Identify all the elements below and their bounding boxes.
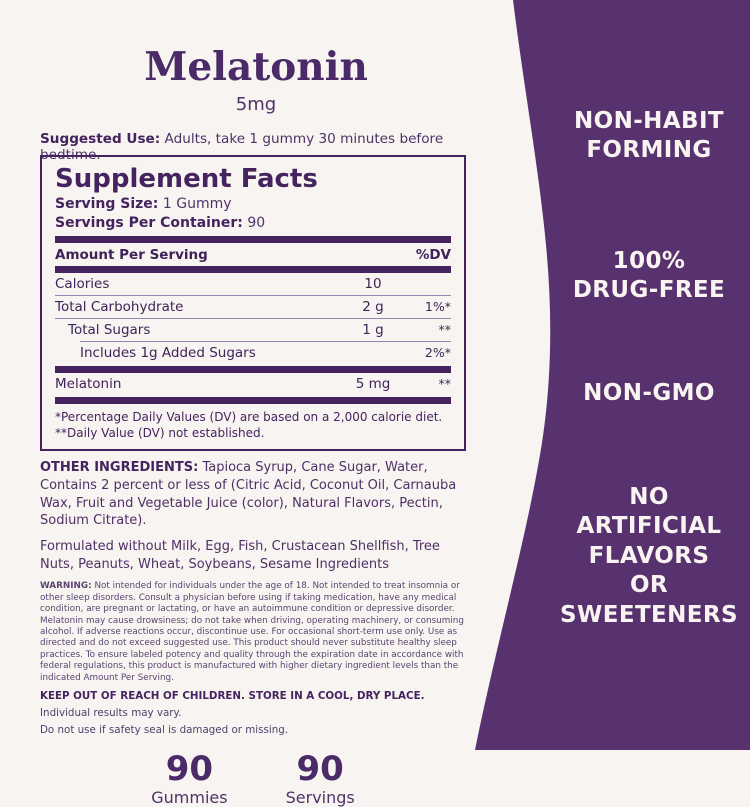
servings-count-value: 90: [296, 749, 344, 790]
row-separator: [55, 294, 451, 296]
gummies-count-value: 90: [165, 749, 214, 790]
product-dosage: 5mg: [235, 94, 277, 115]
supplement-facts-title: Supplement Facts: [55, 164, 318, 194]
serving-size-label: Serving Size:: [55, 195, 159, 212]
table-row-total-sugars: Total Sugars 1 g **: [55, 319, 451, 341]
nutrient-amount: 10: [364, 275, 382, 292]
divider-bar: [55, 235, 451, 243]
table-row-calories: Calories 10: [55, 273, 451, 295]
nutrient-name: Total Carbohydrate: [55, 298, 184, 315]
gummies-count-label: Gummies: [151, 788, 228, 807]
serving-size-value: 1 Gummy: [162, 195, 232, 212]
table-row-melatonin: Melatonin 5 mg **: [55, 373, 451, 395]
other-ingredients-label: OTHER INGREDIENTS:: [40, 460, 199, 476]
row-separator: [80, 340, 451, 342]
nutrient-dv: **: [438, 375, 452, 391]
other-ingredients-text: Tapioca Syrup, Cane Sugar, Water, Contai…: [40, 460, 457, 529]
storage-notice: KEEP OUT OF REACH OF CHILDREN. STORE IN …: [40, 690, 425, 703]
servings-count-label: Servings: [285, 788, 355, 807]
nutrient-dv: **: [438, 321, 452, 337]
warning-text: Not intended for individuals under the a…: [40, 581, 464, 683]
facts-footnotes: *Percentage Daily Values (DV) are based …: [55, 409, 451, 441]
warning-statement: WARNING: Not intended for individuals un…: [40, 581, 476, 684]
nutrient-amount: 5 mg: [355, 375, 391, 392]
disclaimer-safety-seal: Do not use if safety seal is damaged or …: [40, 724, 289, 737]
nutrient-name: Includes 1g Added Sugars: [80, 344, 256, 361]
suggested-use-label: Suggested Use:: [40, 131, 161, 147]
disclaimer-results: Individual results may vary.: [40, 707, 182, 720]
claim-drug-free: 100% DRUG-FREE: [572, 248, 726, 304]
table-row-total-carbohydrate: Total Carbohydrate 2 g 1%*: [55, 296, 451, 318]
nutrient-amount: 1 g: [362, 321, 384, 338]
serving-size-line: Serving Size: 1 Gummy: [55, 195, 451, 213]
footnote-dv-basis: *Percentage Daily Values (DV) are based …: [55, 409, 443, 424]
divider-bar: [55, 396, 451, 404]
product-label: NON-HABIT FORMING 100% DRUG-FREE NON-GMO…: [40, 0, 750, 807]
divider-bar: [55, 265, 451, 273]
nutrient-amount: 2 g: [362, 298, 384, 315]
supplement-facts-panel: Supplement Facts Serving Size: 1 Gummy S…: [40, 155, 466, 452]
servings-per-container-line: Servings Per Container: 90: [55, 214, 451, 232]
servings-per-container-value: 90: [247, 214, 266, 231]
label-body: Supplement Facts Serving Size: 1 Gummy S…: [40, 155, 466, 807]
facts-header-row: Amount Per Serving %DV: [55, 243, 451, 266]
count-badges: 90 Gummies 90 Servings: [40, 752, 466, 807]
nutrient-name: Total Sugars: [68, 321, 151, 338]
claim-no-artificial: NO ARTIFICIAL FLAVORS OR SWEETENERS: [560, 484, 738, 628]
footnote-dv-not-established: **Daily Value (DV) not established.: [55, 426, 265, 441]
nutrient-name: Melatonin: [55, 375, 122, 392]
nutrient-dv: 2%*: [424, 344, 451, 360]
gummies-count: 90 Gummies: [151, 752, 227, 807]
purple-swoosh-shape: [475, 0, 750, 750]
claim-non-gmo: NON-GMO: [583, 380, 715, 406]
warning-label: WARNING:: [40, 581, 92, 592]
allergen-statement: Formulated without Milk, Egg, Fish, Crus…: [40, 539, 440, 572]
claim-non-habit-forming: NON-HABIT FORMING: [573, 108, 725, 164]
divider-bar: [55, 365, 451, 373]
table-row-added-sugars: Includes 1g Added Sugars 2%*: [55, 342, 451, 364]
product-title: Melatonin: [144, 44, 368, 90]
servings-per-container-label: Servings Per Container:: [55, 214, 243, 231]
amount-per-serving-header: Amount Per Serving: [55, 246, 208, 263]
nutrient-name: Calories: [55, 275, 110, 292]
dv-header: %DV: [415, 246, 451, 263]
servings-count: 90 Servings: [286, 752, 355, 807]
nutrient-dv: 1%*: [424, 298, 451, 314]
other-ingredients: OTHER INGREDIENTS: Tapioca Syrup, Cane S…: [40, 459, 474, 530]
row-separator: [55, 317, 451, 319]
